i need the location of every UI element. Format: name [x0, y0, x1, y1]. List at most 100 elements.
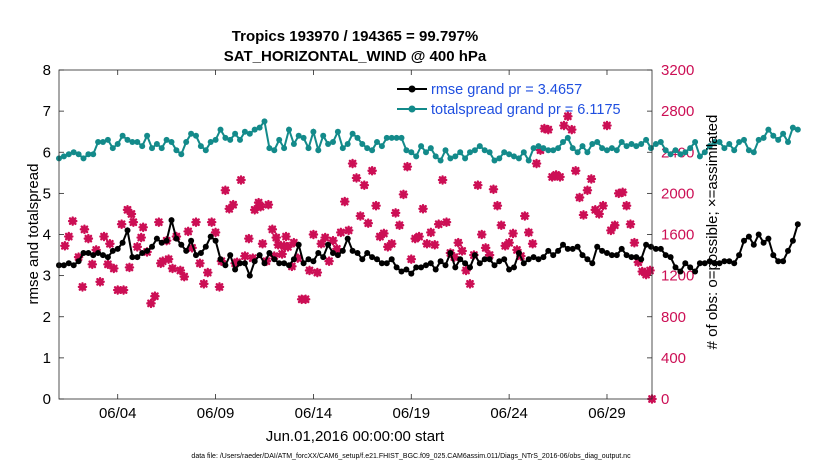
rmse-series-point: [794, 221, 801, 228]
rmse-series-point: [628, 254, 635, 261]
totalspread-series-point: [134, 139, 141, 145]
obs-marker-shape: [191, 217, 201, 227]
obs-marker-shape: [157, 256, 168, 267]
obs-marker: [641, 269, 651, 280]
obs-marker: [566, 124, 577, 135]
totalspread-series-point: [574, 149, 581, 156]
obs-marker: [103, 259, 113, 270]
obs-marker-shape: [410, 233, 420, 244]
totalspread-series-point: [359, 141, 366, 147]
obs-marker-shape: [461, 265, 471, 276]
rmse-series-point: [114, 245, 121, 252]
obs-marker: [277, 249, 287, 259]
obs-marker-shape: [103, 259, 113, 270]
rmse-series-point: [701, 260, 708, 267]
rmse-series-point: [755, 231, 762, 238]
obs-marker-shape: [473, 180, 483, 190]
totalspread-series-point: [149, 145, 155, 152]
obs-marker: [118, 285, 129, 295]
rmse-series-point: [535, 256, 542, 263]
obs-marker-shape: [150, 291, 160, 301]
obs-marker-shape: [570, 165, 581, 176]
totalspread-series-point: [716, 139, 723, 145]
obs-marker-shape: [339, 196, 350, 207]
obs-marker-shape: [363, 218, 374, 228]
totalspread-series-point: [491, 157, 498, 164]
obs-marker-shape: [629, 237, 640, 248]
rmse-series-point: [109, 247, 116, 254]
obs-marker: [519, 211, 530, 221]
obs-marker: [249, 205, 260, 215]
totalspread-series-point: [378, 143, 385, 150]
footnote-data-file: data file: /Users/raeder/DAI/ATM_forcXX/…: [191, 453, 631, 460]
totalspread-series-point: [217, 126, 224, 133]
rmse-series-point: [178, 241, 185, 248]
obs-marker: [163, 254, 174, 264]
rmse-series-point: [212, 237, 219, 244]
obs-marker-shape: [312, 267, 323, 278]
rmse-series-point: [496, 258, 503, 265]
rmse-series-point: [550, 252, 557, 259]
rmse-series-point: [652, 245, 659, 252]
totalspread-series-point: [427, 145, 434, 152]
obs-marker: [332, 244, 342, 254]
rmse-series-point: [408, 270, 415, 277]
obs-marker: [195, 258, 205, 269]
obs-marker-shape: [95, 276, 105, 287]
obs-marker: [461, 265, 471, 276]
obs-marker: [247, 253, 258, 263]
obs-marker: [410, 233, 420, 244]
rmse-series-point: [648, 243, 654, 250]
obs-marker: [602, 120, 612, 131]
y-axis-label-right: # of obs: o=possible; ×=assimilated: [704, 115, 721, 350]
rmse-series-point: [251, 258, 258, 265]
obs-marker: [488, 184, 499, 195]
obs-marker-shape: [146, 298, 156, 309]
obs-marker: [414, 231, 424, 242]
totalspread-series-point: [80, 155, 87, 162]
rmse-series-point: [750, 241, 757, 248]
totalspread-series-point: [75, 151, 82, 158]
totalspread-series-point: [633, 143, 640, 150]
totalspread-series-point: [418, 143, 425, 150]
totalspread-series-point: [770, 132, 777, 139]
obs-marker-shape: [559, 120, 569, 131]
obs-marker-shape: [240, 251, 250, 261]
obs-marker: [633, 257, 644, 268]
obs-marker: [154, 217, 164, 227]
totalspread-series-point: [432, 153, 439, 160]
obs-marker-shape: [277, 249, 287, 259]
rmse-series-point: [731, 260, 738, 267]
totalspread-series-point: [599, 145, 606, 152]
obs-marker: [523, 227, 534, 238]
totalspread-series-point: [755, 136, 762, 143]
rmse-series-point: [129, 254, 136, 261]
obs-marker-shape: [625, 219, 636, 230]
obs-marker-shape: [504, 237, 514, 248]
obs-marker-shape: [394, 220, 405, 231]
totalspread-series-point: [109, 145, 116, 152]
totalspread-series-point: [579, 143, 586, 150]
totalspread-series-point: [222, 134, 229, 141]
series-layer: [56, 111, 801, 404]
totalspread-series-point: [745, 147, 752, 154]
obs-marker: [476, 229, 487, 240]
totalspread-series-point: [589, 141, 596, 147]
totalspread-series-point: [232, 130, 239, 137]
rmse-series-point: [163, 237, 170, 244]
obs-marker-shape: [281, 231, 291, 242]
rmse-series-point: [687, 264, 694, 271]
totalspread-series-point: [628, 141, 635, 147]
obs-marker: [244, 233, 254, 244]
obs-marker-shape: [105, 238, 115, 249]
y-tick-label-right: 2800: [661, 103, 694, 120]
y-tick-label-right: 0: [661, 391, 669, 408]
totalspread-series-point: [261, 118, 268, 125]
totalspread-series-point: [471, 147, 478, 154]
totalspread-series-point: [276, 136, 283, 143]
totalspread-series-point: [300, 134, 307, 141]
obs-marker: [255, 201, 266, 212]
totalspread-series-point: [168, 139, 175, 145]
totalspread-series-point: [692, 139, 699, 145]
y-tick-label-left: 6: [43, 144, 51, 161]
